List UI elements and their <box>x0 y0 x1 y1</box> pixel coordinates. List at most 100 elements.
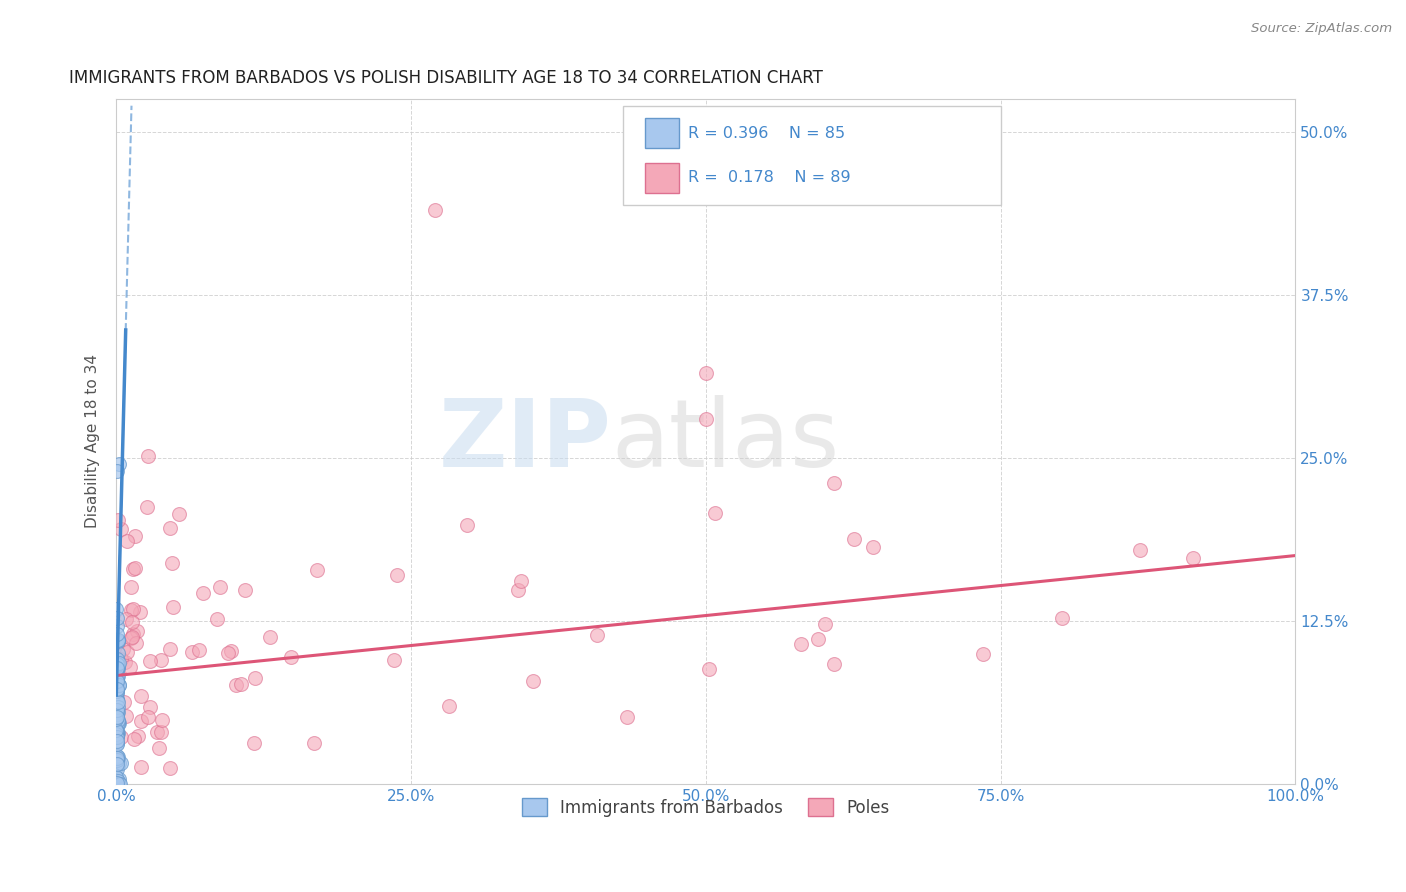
Point <box>129 605 152 619</box>
Point <box>105 681 128 696</box>
Point <box>135 500 157 515</box>
Point <box>107 757 129 772</box>
Point <box>105 679 128 693</box>
Point <box>105 619 128 633</box>
Point <box>105 777 128 791</box>
Point <box>823 657 845 671</box>
Point <box>1129 543 1152 558</box>
Point <box>105 686 128 700</box>
Text: R =  0.178    N = 89: R = 0.178 N = 89 <box>688 170 851 186</box>
Point <box>107 678 129 692</box>
Point <box>105 675 128 690</box>
Point <box>384 653 406 667</box>
Legend: Immigrants from Barbados, Poles: Immigrants from Barbados, Poles <box>516 792 897 823</box>
Point <box>107 646 129 660</box>
Point <box>105 633 128 648</box>
Point <box>423 202 446 217</box>
Point <box>114 655 136 669</box>
Point <box>105 611 128 625</box>
Point <box>456 517 478 532</box>
FancyBboxPatch shape <box>644 163 679 193</box>
Point <box>108 716 131 731</box>
Point <box>229 677 252 691</box>
Point <box>790 637 813 651</box>
Point <box>616 710 638 724</box>
Point <box>112 642 135 657</box>
Point <box>105 671 128 685</box>
Point <box>522 674 544 689</box>
Text: R = 0.396    N = 85: R = 0.396 N = 85 <box>688 126 845 141</box>
Point <box>105 601 128 615</box>
Point <box>695 366 717 380</box>
Text: IMMIGRANTS FROM BARBADOS VS POLISH DISABILITY AGE 18 TO 34 CORRELATION CHART: IMMIGRANTS FROM BARBADOS VS POLISH DISAB… <box>69 69 823 87</box>
Point <box>105 692 128 706</box>
Point <box>107 695 129 709</box>
Point <box>146 724 169 739</box>
Point <box>150 713 173 727</box>
Point <box>105 652 128 666</box>
Point <box>105 725 128 739</box>
Point <box>107 715 129 730</box>
Point <box>105 675 128 690</box>
Point <box>121 615 143 630</box>
Point <box>105 657 128 671</box>
Point <box>105 751 128 765</box>
Point <box>1052 610 1074 624</box>
FancyBboxPatch shape <box>644 119 679 148</box>
Point <box>105 661 128 675</box>
Point <box>813 617 835 632</box>
Point <box>862 540 884 554</box>
Point <box>105 762 128 776</box>
Point <box>105 759 128 773</box>
Point <box>122 601 145 615</box>
Point <box>136 709 159 723</box>
Point <box>121 580 143 594</box>
Point <box>110 756 132 770</box>
Point <box>120 603 142 617</box>
Point <box>108 777 131 791</box>
Point <box>105 684 128 698</box>
Point <box>115 612 138 626</box>
Point <box>180 645 202 659</box>
Point <box>107 717 129 731</box>
Point <box>136 450 159 464</box>
Point <box>129 714 152 729</box>
Point <box>107 726 129 740</box>
Point <box>124 529 146 543</box>
Point <box>108 772 131 786</box>
Point <box>107 774 129 789</box>
Point <box>842 532 865 546</box>
Point <box>704 506 727 520</box>
Point <box>105 683 128 698</box>
Point <box>159 521 181 535</box>
Point <box>105 748 128 763</box>
Point <box>107 634 129 648</box>
Point <box>243 736 266 750</box>
Point <box>138 700 160 714</box>
Point <box>110 652 132 666</box>
Point <box>110 523 132 537</box>
Point <box>107 633 129 648</box>
Point <box>162 600 184 615</box>
Point <box>105 706 128 721</box>
Point <box>697 662 720 676</box>
Point <box>107 705 129 719</box>
Point <box>107 457 129 471</box>
Point <box>122 732 145 747</box>
Point <box>107 635 129 649</box>
Point <box>127 730 149 744</box>
Point <box>107 657 129 672</box>
Point <box>107 678 129 692</box>
Point <box>305 564 328 578</box>
Point <box>280 650 302 665</box>
Point <box>159 642 181 657</box>
Point <box>115 645 138 659</box>
Point <box>188 643 211 657</box>
Point <box>120 631 142 645</box>
Text: Source: ZipAtlas.com: Source: ZipAtlas.com <box>1251 22 1392 36</box>
Point <box>695 411 717 425</box>
Point <box>225 677 247 691</box>
Point <box>807 632 830 647</box>
Point <box>105 673 128 688</box>
Point <box>105 776 128 790</box>
